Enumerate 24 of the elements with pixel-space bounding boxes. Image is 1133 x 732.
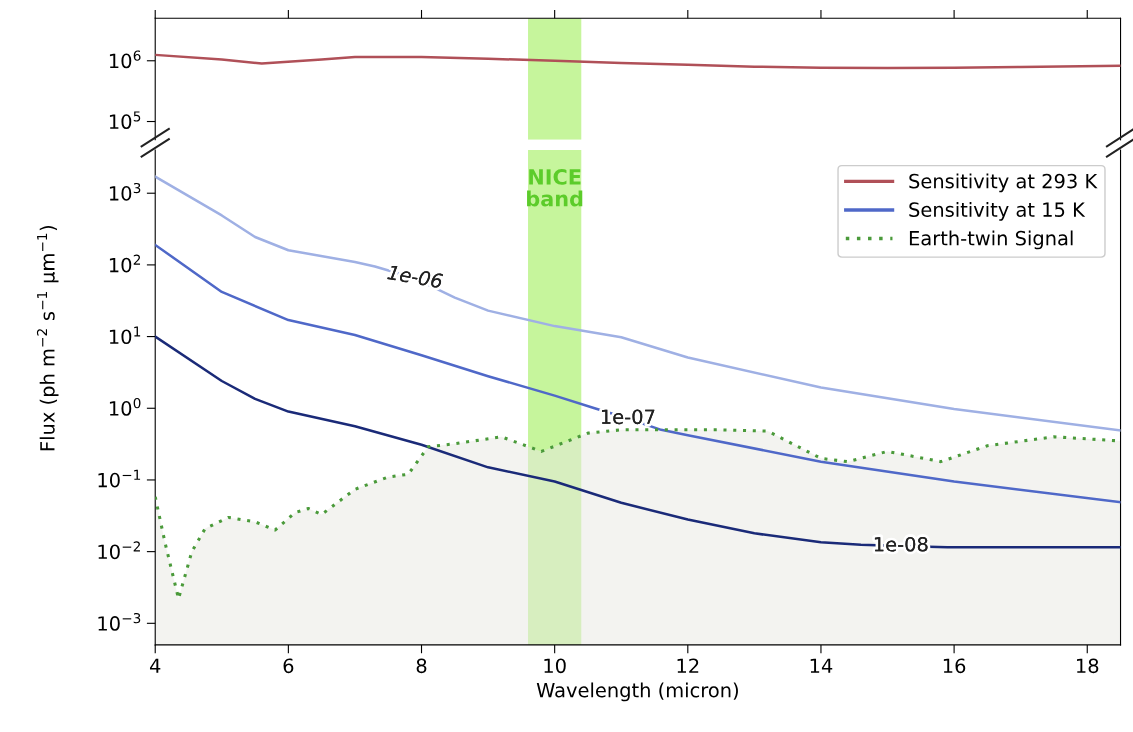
- legend-label: Sensitivity at 15 K: [909, 201, 1086, 221]
- x-tick-label: 10: [544, 658, 566, 674]
- y-tick-label: 10$^{1}$: [109, 326, 141, 345]
- y-tick-label: 10$^{−2}$: [98, 541, 140, 560]
- y-tick-label: 10$^{−1}$: [98, 469, 141, 488]
- y-tick-label: 10$^{6}$: [109, 50, 141, 69]
- y-tick-label: 10$^{5}$: [109, 111, 141, 130]
- x-tick-label: 12: [677, 658, 699, 673]
- legend-label: Sensitivity at 293 K: [909, 173, 1098, 193]
- y-tick-label: 10$^{3}$: [109, 182, 141, 201]
- y-tick-label: 10$^{2}$: [109, 254, 141, 273]
- x-tick-label: 8: [416, 658, 427, 674]
- annotation: 1e-06: [387, 264, 444, 289]
- x-tick-label: 4: [149, 658, 161, 673]
- y-axis-title: Flux (ph m$^{−2}$ s$^{−1}$ µm$^{−1}$): [36, 226, 59, 451]
- x-tick-label: 16: [943, 658, 966, 674]
- y-tick-label: 10$^{−3}$: [98, 613, 141, 631]
- x-tick-label: 6: [283, 658, 294, 674]
- x-tick-label: 18: [1077, 658, 1099, 674]
- line-series: [155, 53, 1121, 70]
- x-tick-label: 14: [810, 658, 833, 673]
- legend-label: Earth-twin Signal: [909, 230, 1073, 250]
- x-axis-title: Wavelength (micron): [536, 682, 738, 702]
- y-tick-label: 10$^{0}$: [109, 397, 141, 416]
